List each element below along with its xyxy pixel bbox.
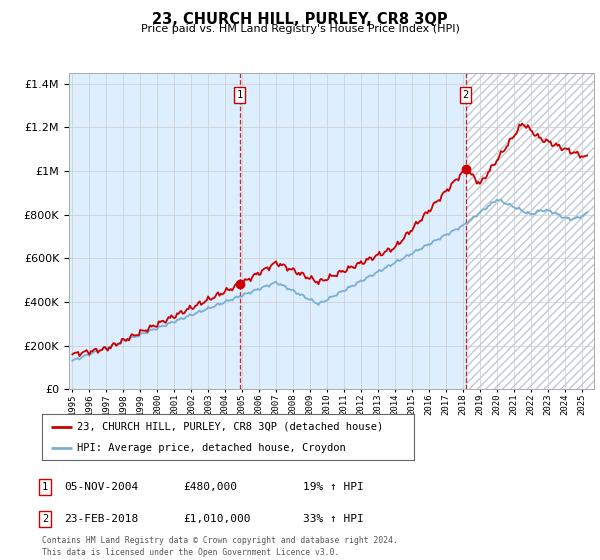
Text: £480,000: £480,000 bbox=[183, 482, 237, 492]
Text: 05-NOV-2004: 05-NOV-2004 bbox=[64, 482, 139, 492]
Text: 1: 1 bbox=[236, 90, 243, 100]
Text: 23, CHURCH HILL, PURLEY, CR8 3QP (detached house): 23, CHURCH HILL, PURLEY, CR8 3QP (detach… bbox=[77, 422, 383, 432]
Text: £1,010,000: £1,010,000 bbox=[183, 514, 251, 524]
Text: 23, CHURCH HILL, PURLEY, CR8 3QP: 23, CHURCH HILL, PURLEY, CR8 3QP bbox=[152, 12, 448, 27]
Bar bbox=[240, 73, 466, 389]
Text: 1: 1 bbox=[42, 482, 48, 492]
Text: 33% ↑ HPI: 33% ↑ HPI bbox=[303, 514, 364, 524]
Text: 19% ↑ HPI: 19% ↑ HPI bbox=[303, 482, 364, 492]
Text: 23-FEB-2018: 23-FEB-2018 bbox=[64, 514, 139, 524]
Bar bbox=[466, 73, 594, 389]
Text: Price paid vs. HM Land Registry's House Price Index (HPI): Price paid vs. HM Land Registry's House … bbox=[140, 24, 460, 34]
Text: Contains HM Land Registry data © Crown copyright and database right 2024.
This d: Contains HM Land Registry data © Crown c… bbox=[42, 536, 398, 557]
Text: 2: 2 bbox=[42, 514, 48, 524]
Text: 2: 2 bbox=[463, 90, 469, 100]
Bar bbox=[69, 73, 240, 389]
Text: HPI: Average price, detached house, Croydon: HPI: Average price, detached house, Croy… bbox=[77, 443, 346, 453]
